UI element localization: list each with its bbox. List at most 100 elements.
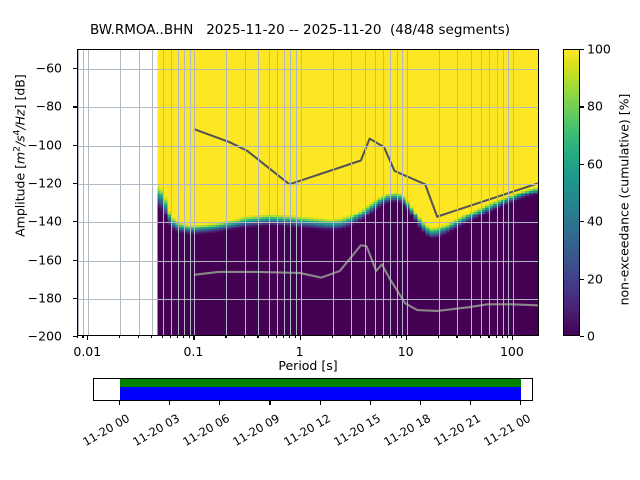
timeline-tick-label: 11-20 06 xyxy=(180,411,233,449)
timeline-tick-label: 11-21 00 xyxy=(481,411,533,449)
grid-line-vertical xyxy=(295,50,297,335)
noise-model-nhnm xyxy=(194,129,538,217)
grid-line-vertical xyxy=(480,50,482,335)
x-tick-label: 1 xyxy=(295,344,304,359)
page-title: BW.RMOA..BHN 2025-11-20 -- 2025-11-20 (4… xyxy=(89,22,511,38)
x-tick-mark-minor xyxy=(119,336,121,339)
timeline-tick-mark xyxy=(369,401,371,405)
noise-model-curves xyxy=(78,50,538,336)
x-tick-label: 10 xyxy=(397,344,414,359)
grid-line-vertical xyxy=(162,50,164,335)
x-tick-mark-minor xyxy=(283,336,285,339)
x-tick-mark-minor xyxy=(137,336,140,339)
colorbar-tick-label: 100 xyxy=(587,41,611,57)
x-tick-mark-minor xyxy=(395,336,397,339)
x-tick-mark-minor xyxy=(507,336,509,339)
y-tick-label: −120 xyxy=(27,175,62,191)
grid-line-vertical xyxy=(277,50,278,335)
x-tick-label: 0.1 xyxy=(183,344,204,359)
grid-line-horizontal xyxy=(78,298,538,300)
timeline-tick-mark xyxy=(520,401,522,405)
grid-line-vertical xyxy=(508,50,509,335)
colorbar-tick-label: 60 xyxy=(587,156,603,172)
x-tick-mark-minor xyxy=(267,336,269,339)
x-tick-mark-minor xyxy=(257,336,259,339)
x-tick-mark xyxy=(193,336,195,340)
y-tick-labels: −60 −80 −100 −120 −140 −160 −180 −200 xyxy=(0,49,70,344)
grid-line-vertical xyxy=(245,50,247,335)
ppsd-canvas xyxy=(78,50,538,335)
timeline-tick-label: 11-20 03 xyxy=(130,411,183,449)
grid-line-vertical xyxy=(489,50,491,335)
x-tick-mark-minor xyxy=(331,336,333,339)
colorbar-tick-label: 0 xyxy=(587,328,595,344)
timeline-coverage-axes[interactable] xyxy=(93,378,533,401)
grid-line-vertical xyxy=(88,50,90,335)
y-tick-label: −160 xyxy=(27,252,62,267)
timeline-tick-mark xyxy=(319,401,321,405)
grid-line-vertical xyxy=(189,50,191,335)
timeline-tick-label: 11-20 12 xyxy=(280,411,333,449)
y-tick-label: −60 xyxy=(35,60,62,76)
timeline-tick-label: 11-20 21 xyxy=(431,411,483,449)
x-tick-mark-minor xyxy=(188,336,190,339)
y-tick-mark xyxy=(73,297,77,299)
y-tick-label: −100 xyxy=(27,137,62,153)
grid-line-vertical xyxy=(78,50,79,335)
x-tick-label: 100 xyxy=(499,344,524,359)
grid-line-horizontal xyxy=(78,183,538,185)
grid-line-vertical xyxy=(83,50,85,335)
timeline-tick-label: 11-20 00 xyxy=(80,411,132,449)
grid-line-horizontal xyxy=(78,145,538,147)
colorbar-tick-mark xyxy=(580,163,584,165)
ppsd-density-raster xyxy=(78,50,538,335)
grid-line-vertical xyxy=(194,50,196,335)
colorbar-tick-label: 80 xyxy=(587,98,603,114)
timeline-tick-labels: 11-20 00 11-20 03 11-20 06 11-20 09 11-20 12… xyxy=(0,401,640,480)
x-tick-mark-minor xyxy=(373,336,375,339)
grid-line-vertical xyxy=(138,50,140,335)
ppsd-plot-area[interactable] xyxy=(77,49,539,336)
y-tick-mark xyxy=(73,106,77,108)
x-tick-mark-minor xyxy=(479,336,482,339)
grid-line-horizontal xyxy=(78,69,538,71)
grid-line-vertical xyxy=(284,50,286,335)
x-tick-mark-minor xyxy=(244,336,246,339)
x-tick-mark-minor xyxy=(456,336,458,339)
x-tick-mark-minor xyxy=(469,336,471,339)
y-tick-label: −80 xyxy=(35,98,62,114)
colorbar-tick-label: 20 xyxy=(587,271,603,287)
timeline-tick-mark xyxy=(169,401,171,405)
timeline-tick-mark xyxy=(119,401,121,405)
x-tick-mark-minor xyxy=(77,336,79,339)
colorbar-tick-label: 40 xyxy=(587,213,603,229)
grid-line-vertical xyxy=(152,50,154,335)
colorbar xyxy=(563,49,580,336)
grid-line-vertical xyxy=(290,50,292,335)
x-tick-mark xyxy=(87,336,89,340)
x-tick-mark-minor xyxy=(225,336,227,339)
grid-line-vertical xyxy=(258,50,260,335)
timeline-bar-blue xyxy=(120,387,521,400)
x-tick-mark xyxy=(299,336,301,340)
grid-line-vertical xyxy=(406,50,408,335)
grid-line-vertical xyxy=(332,50,334,335)
timeline-tick-mark xyxy=(469,401,472,405)
x-tick-mark-minor xyxy=(151,336,153,339)
timeline-bar-green xyxy=(120,379,521,387)
x-tick-mark-minor xyxy=(389,336,391,339)
timeline-tick-mark xyxy=(269,401,271,405)
grid-line-vertical xyxy=(170,50,172,335)
x-tick-mark-minor xyxy=(82,336,84,339)
grid-line-vertical xyxy=(374,50,376,335)
x-tick-mark-minor xyxy=(501,336,503,339)
x-tick-mark-minor xyxy=(382,336,384,339)
y-tick-label: −140 xyxy=(27,213,62,229)
y-tick-mark xyxy=(73,336,77,338)
y-tick-mark xyxy=(73,221,77,223)
colorbar-gradient xyxy=(564,50,579,335)
grid-line-vertical xyxy=(120,50,122,335)
y-tick-mark xyxy=(73,144,77,146)
x-tick-mark-minor xyxy=(437,336,439,339)
y-tick-mark xyxy=(73,182,77,185)
